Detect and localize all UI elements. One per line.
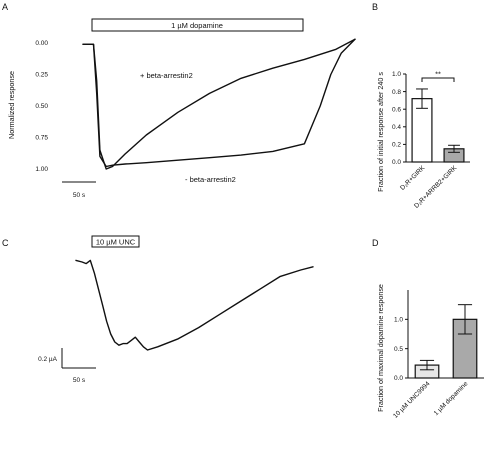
- panel-b-ytick-label: 0.4: [392, 124, 401, 131]
- panel-a-ytick-label: 1.00: [35, 166, 48, 173]
- panel-d-ylabel: Fraction of maximal dopamine response: [376, 284, 385, 412]
- panel-b-ytick-label: 0.8: [392, 89, 401, 96]
- panel-c: C 10 µM UNC 0.2 µA 50 s: [2, 235, 314, 384]
- panel-b-chart: 0.00.20.40.60.81.0D₂R+GIRKD₂R+ARRB2+GIRK…: [392, 69, 470, 210]
- panel-a-yaxis: 0.00 0.25 0.50 0.75 1.00: [35, 40, 48, 173]
- panel-b-category-label: D₂R+GIRK: [399, 164, 427, 192]
- panel-a-ylabel: Normalized response: [7, 71, 16, 139]
- panel-d-ytick-label: 0.5: [394, 346, 403, 353]
- panel-b-ytick-label: 0.2: [392, 142, 401, 149]
- trace-plus-arrestin: [82, 38, 356, 170]
- panel-b-ytick-label: 1.0: [392, 71, 401, 78]
- panel-d: D Fraction of maximal dopamine response …: [372, 238, 484, 420]
- dopamine-bar: [91, 18, 304, 32]
- series-label-minus-arrestin: - beta-arrestin2: [185, 175, 236, 184]
- panel-letter-b: B: [372, 2, 378, 12]
- panel-d-ytick-label: 0.0: [394, 375, 403, 382]
- panel-b-ylabel: Fraction of initial response after 240 s: [376, 72, 385, 192]
- current-trace: [75, 259, 314, 351]
- panel-letter-d: D: [372, 238, 379, 248]
- panel-b-ytick-label: 0.6: [392, 106, 401, 113]
- panel-c-trace: [75, 259, 314, 351]
- unc-bar: [91, 235, 140, 248]
- panel-b: B Fraction of initial response after 240…: [372, 2, 470, 210]
- panel-letter-a: A: [2, 2, 8, 12]
- panel-d-category-label: 1 µM dopamine: [433, 380, 470, 417]
- significance-bracket: [421, 77, 455, 82]
- dopamine-bar-label: 1 µM dopamine: [171, 21, 223, 30]
- significance-label: **: [435, 69, 441, 78]
- panel-a-ytick-label: 0.25: [35, 72, 48, 79]
- panel-a-time-scale-label: 50 s: [73, 192, 86, 199]
- panel-d-chart: 0.0 0.5 1.0 10 µM UNC9994 1 µM dopamine: [392, 290, 484, 420]
- unc-bar-label: 10 µM UNC: [96, 238, 136, 247]
- panel-a-ytick-label: 0.75: [35, 135, 48, 142]
- trace-minus-arrestin: [82, 38, 356, 168]
- series-label-plus-arrestin: + beta-arrestin2: [140, 71, 193, 80]
- panel-d-category-label: 10 µM UNC9994: [392, 380, 432, 420]
- panel-a-ytick-label: 0.50: [35, 103, 48, 110]
- panel-letter-c: C: [2, 238, 9, 248]
- panel-a-ytick-label: 0.00: [35, 40, 48, 47]
- panel-d-ytick-label: 1.0: [394, 317, 403, 324]
- panel-b-ytick-label: 0.0: [392, 159, 401, 166]
- panel-c-time-scale-label: 50 s: [73, 377, 86, 384]
- panel-a: A 1 µM dopamine Normalized response 0.00…: [2, 2, 356, 199]
- panel-c-current-scale-label: 0.2 µA: [38, 356, 58, 363]
- panel-a-traces: [82, 38, 356, 170]
